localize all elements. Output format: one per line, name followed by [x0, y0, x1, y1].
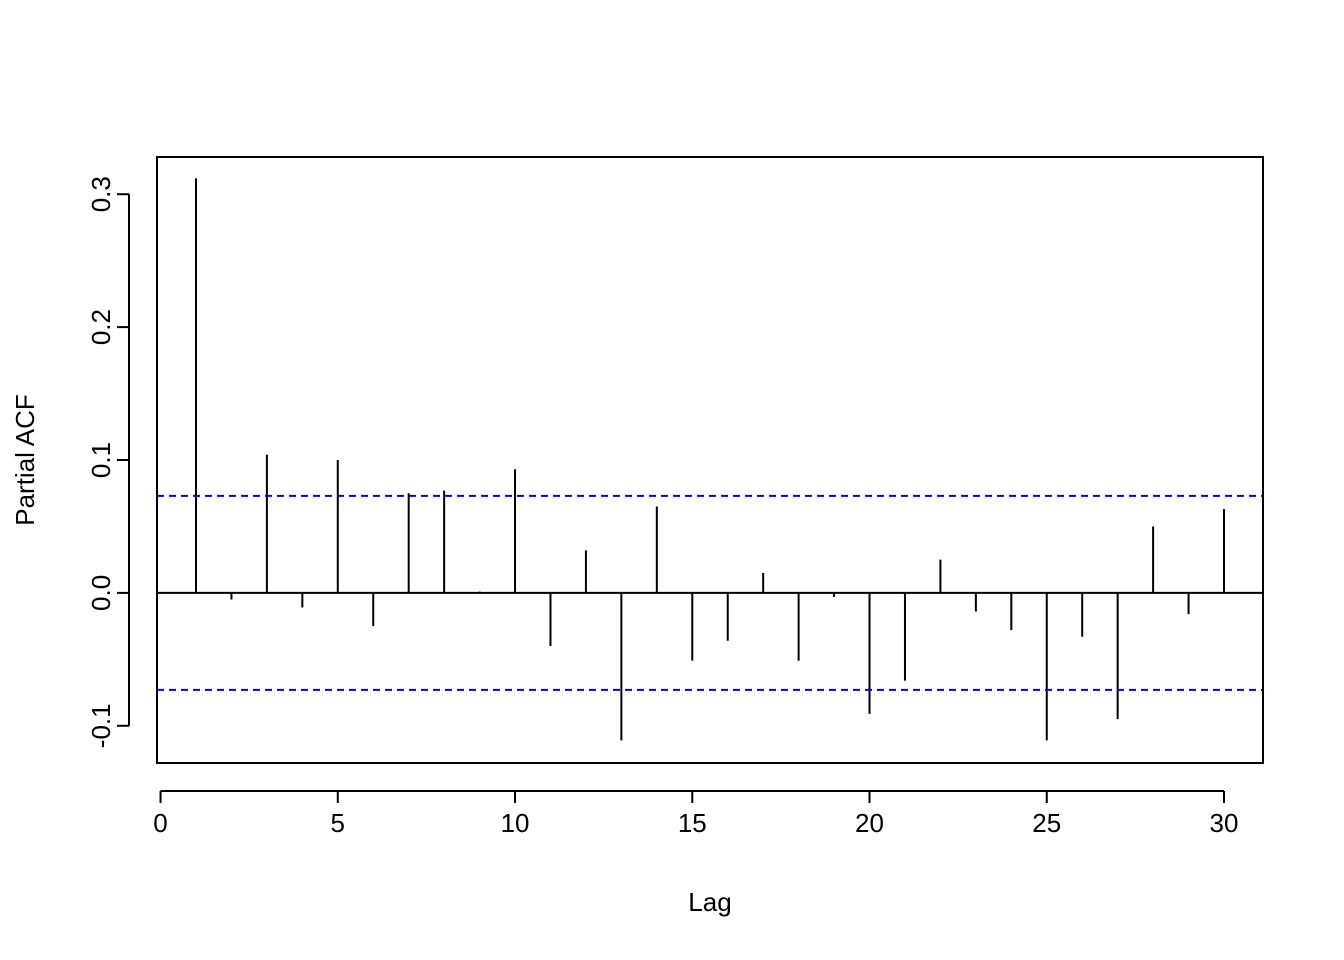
plot-frame [156, 156, 1264, 764]
x-tick-label: 15 [678, 808, 707, 838]
y-axis-title: Partial ACF [10, 394, 40, 526]
x-tick-label: 0 [153, 808, 167, 838]
x-tick-label: 30 [1210, 808, 1239, 838]
y-tick-label: 0.3 [86, 176, 116, 212]
x-tick-label: 25 [1032, 808, 1061, 838]
x-tick-label: 5 [331, 808, 345, 838]
x-axis: 0 5 10 15 20 25 30 [153, 790, 1239, 838]
x-tick-label: 10 [501, 808, 530, 838]
y-tick-label: 0.1 [86, 442, 116, 478]
y-tick-label: 0.2 [86, 309, 116, 345]
y-axis: -0.1 0.0 0.1 0.2 0.3 [86, 176, 130, 748]
spikes-group [194, 178, 1226, 741]
y-tick-label: -0.1 [86, 703, 116, 748]
y-tick-label: 0.0 [86, 575, 116, 611]
bounds-group [157, 494, 1263, 691]
x-tick-label: 20 [855, 808, 884, 838]
x-axis-title: Lag [688, 887, 731, 917]
